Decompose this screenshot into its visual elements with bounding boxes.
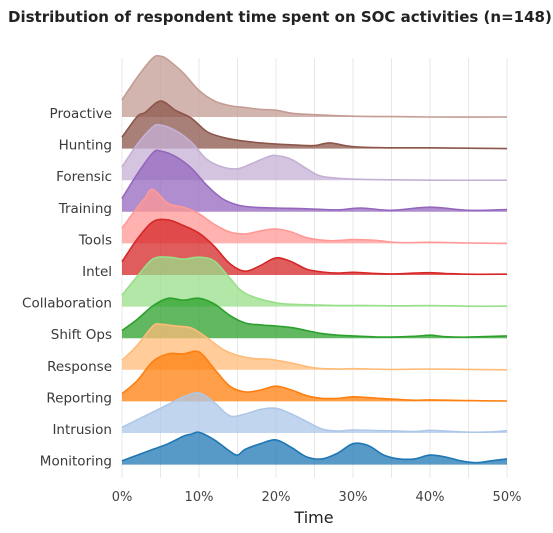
x-tick-label: 50%	[493, 490, 522, 505]
ridge-line	[121, 392, 508, 434]
ridge-line	[121, 297, 508, 338]
row-label: Forensic	[56, 169, 112, 185]
row-labels: Proactive Hunting Forensic Training Tools Int…	[22, 106, 112, 470]
ridge-line	[121, 123, 508, 182]
ridge-area	[122, 323, 507, 370]
ridges	[121, 54, 508, 465]
row-label: Training	[58, 201, 112, 217]
ridge-line	[121, 431, 508, 464]
ridge-area	[122, 189, 507, 244]
ridge-intrusion	[121, 392, 508, 434]
ridge-area	[122, 351, 507, 402]
ridge-area	[122, 298, 507, 339]
row-label: Collaboration	[22, 296, 112, 312]
ridge-line	[121, 100, 508, 150]
row-label: Proactive	[50, 106, 112, 122]
row-label: Intrusion	[52, 422, 112, 438]
ridge-monitoring	[121, 431, 508, 465]
ridge-area	[122, 256, 507, 307]
ridge-line	[121, 54, 508, 118]
ridge-line	[121, 218, 508, 276]
row-label: Response	[47, 359, 112, 375]
ridge-shift-ops	[121, 297, 508, 339]
x-axis-ticks: 0% 10% 20% 30% 40% 50%	[112, 490, 522, 505]
x-tick-label: 0%	[112, 490, 133, 505]
row-label: Intel	[82, 264, 112, 280]
x-tick-label: 30%	[339, 490, 368, 505]
ridge-area	[122, 432, 507, 465]
ridge-intel	[121, 218, 508, 276]
row-label: Reporting	[46, 390, 112, 406]
chart-title: Distribution of respondent time spent on…	[8, 8, 552, 26]
ridge-reporting	[121, 350, 508, 402]
ridge-area	[122, 219, 507, 275]
ridge-line	[121, 149, 508, 212]
ridge-hunting	[121, 100, 508, 150]
x-axis-title: Time	[293, 508, 333, 527]
ridge-line	[121, 188, 508, 245]
ridge-training	[121, 149, 508, 212]
x-tick-label: 40%	[416, 490, 445, 505]
ridge-collaboration	[121, 256, 508, 308]
row-label: Shift Ops	[51, 327, 112, 343]
ridge-tools	[121, 188, 508, 245]
ridge-line	[121, 350, 508, 402]
row-label: Hunting	[59, 138, 112, 154]
row-label: Tools	[78, 232, 112, 248]
ridge-line	[121, 256, 508, 308]
x-tick-label: 20%	[262, 490, 291, 505]
ridge-line	[121, 323, 508, 371]
row-label: Monitoring	[40, 454, 112, 470]
ridge-forensic	[121, 123, 508, 182]
ridge-area	[122, 392, 507, 433]
x-tick-label: 10%	[185, 490, 214, 505]
ridge-response	[121, 323, 508, 371]
